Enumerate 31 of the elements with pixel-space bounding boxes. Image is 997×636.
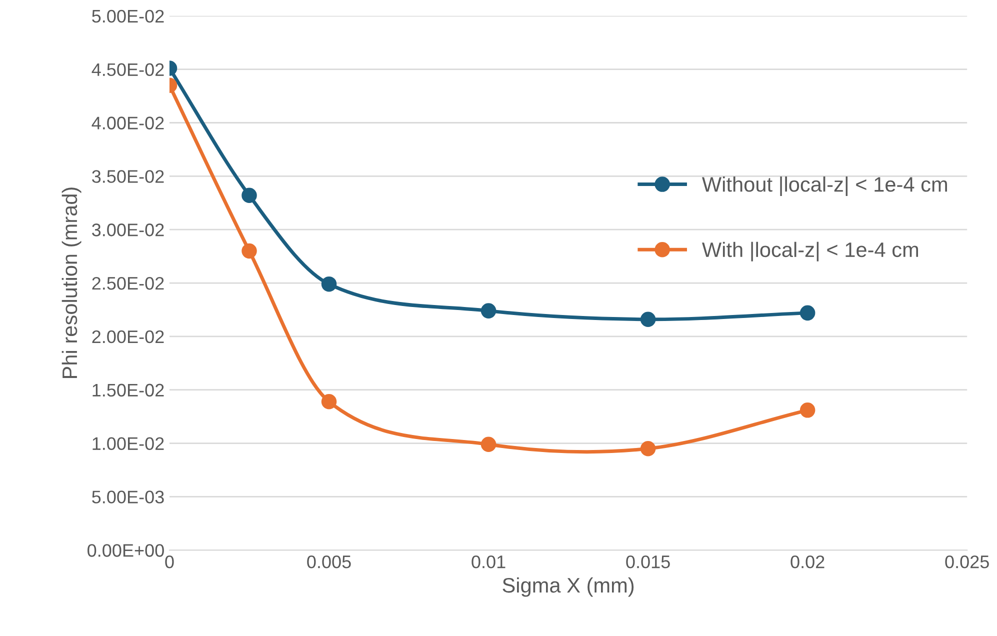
y-tick-label: 2.00E-02 — [92, 330, 164, 344]
point — [321, 394, 337, 410]
x-tick-label: 0.02 — [790, 555, 824, 568]
x-tick-label: 0.005 — [307, 555, 351, 568]
y-tick-label: 0.00E+00 — [88, 544, 164, 557]
point — [480, 303, 496, 318]
legend-label: With |local-z| < 1e-4 cm — [702, 242, 918, 262]
y-tick-label: 1.00E-02 — [92, 437, 164, 450]
x-tick-label: 0.025 — [945, 555, 989, 568]
point — [242, 188, 257, 204]
point — [800, 305, 816, 321]
point — [640, 312, 656, 327]
y-tick-label: 3.00E-02 — [92, 224, 164, 236]
y-tick-label: 4.00E-02 — [92, 116, 164, 130]
x-axis-title: Sigma X (mm) — [502, 577, 634, 597]
y-axis-title: Phi resolution (mrad) — [62, 188, 82, 378]
point — [640, 440, 656, 456]
point — [480, 436, 496, 452]
x-tick-label: 0 — [165, 555, 174, 568]
y-tick-label: 5.00E-02 — [92, 10, 164, 23]
x-tick-label: 0.01 — [472, 555, 506, 568]
legend-label: Without |local-z| < 1e-4 cm — [702, 176, 947, 196]
y-tick-label: 2.50E-02 — [92, 276, 164, 290]
x-tick-label: 0.015 — [626, 555, 670, 568]
point — [242, 243, 257, 259]
y-tick-label: 4.50E-02 — [92, 63, 164, 76]
y-tick-label: 3.50E-02 — [92, 170, 164, 183]
point — [800, 402, 816, 418]
y-tick-label: 1.50E-02 — [92, 384, 164, 397]
y-tick-label: 5.00E-03 — [92, 490, 164, 504]
point — [321, 276, 337, 292]
